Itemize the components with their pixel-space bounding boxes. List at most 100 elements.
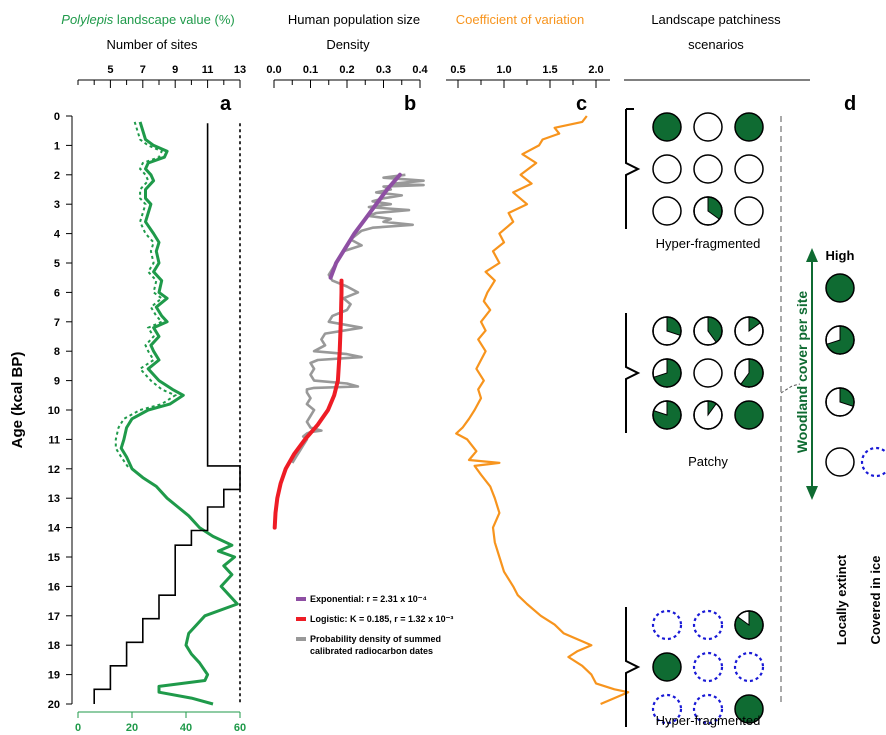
panel-a-top-tick-label: 11 [202, 64, 214, 76]
scenario-caption: Patchy [688, 454, 728, 469]
panel-d-title-line2: scenarios [688, 37, 744, 52]
scale-ice-circle [860, 446, 886, 478]
scenario-site [693, 112, 723, 142]
full-woodland-circle [734, 112, 764, 142]
y-axis-label: Age (kcal BP) [9, 352, 26, 449]
site-circle-outline [652, 316, 682, 346]
scale-level-circle [825, 325, 855, 355]
scenario-site [651, 609, 683, 641]
site-circle-outline [825, 387, 855, 417]
panel-b-title: Human population size [288, 12, 420, 27]
scenario-site [652, 316, 682, 346]
panel-a-top-tick-label: 9 [172, 64, 178, 76]
site-circle-outline [652, 400, 682, 430]
panel-a-top-tick-label: 5 [107, 64, 113, 76]
scenario-site [693, 154, 723, 184]
ice-circle [692, 651, 724, 683]
panel-c-label: c [576, 93, 587, 115]
site-circle [734, 154, 764, 184]
y-tick-label: 3 [54, 199, 60, 211]
legend-density-label: Probability density of summed calibrated … [310, 634, 441, 656]
site-circle-outline [734, 358, 764, 388]
site-circle-outline [693, 316, 723, 346]
scenario-site [652, 400, 682, 430]
site-circle [693, 112, 723, 142]
scale-arrow-up-head [806, 248, 818, 262]
panel-b-top-tick-label: 0.2 [339, 64, 354, 76]
y-tick-label: 18 [48, 640, 60, 652]
scenario-caption: Hyper-fragmented [656, 236, 761, 251]
scenario-group: Patchy [625, 313, 764, 469]
y-tick-label: 12 [48, 464, 60, 476]
scenario-bracket [625, 313, 641, 433]
scenario-site [693, 400, 723, 430]
site-circle-outline [825, 325, 855, 355]
y-tick-label: 16 [48, 581, 60, 593]
scenario-group: Hyper-fragmented [625, 108, 764, 251]
number-of-sites-line [93, 123, 241, 704]
scenario-site [692, 651, 724, 683]
scenario-site [693, 316, 723, 346]
full-woodland-circle [734, 400, 764, 430]
panel-c-top-tick-label: 2.0 [588, 64, 603, 76]
panel-b-top-tick-label: 0.4 [412, 64, 428, 76]
panel-d-label: d [844, 93, 856, 115]
scenario-site [693, 358, 723, 388]
logistic-fit-line [272, 278, 344, 530]
y-tick-label: 15 [48, 552, 60, 564]
site-circle-outline [734, 610, 764, 640]
ice-circle [733, 651, 765, 683]
density-line [291, 173, 425, 464]
panel-a-label: a [220, 93, 232, 115]
panel-a-top-tick-label: 13 [234, 64, 246, 76]
panel-a-top-axis-label: Number of sites [106, 37, 198, 52]
panel-c-title: Coefficient of variation [456, 12, 584, 27]
full-woodland-circle [652, 652, 682, 682]
panel-d-title-line1: Landscape patchiness [651, 12, 781, 27]
y-tick-label: 19 [48, 670, 60, 682]
covered-in-ice-label: Covered in ice [868, 556, 883, 645]
scenario-caption: Hyper-fragmented [656, 713, 761, 728]
scenario-site [734, 154, 764, 184]
panel-b-top-tick-label: 0.0 [266, 64, 281, 76]
panel-b-top-axis-label: Density [326, 37, 370, 52]
y-tick-label: 2 [54, 170, 60, 182]
full-woodland-circle [825, 273, 855, 303]
site-circle-outline [693, 196, 723, 226]
scenario-site [733, 651, 765, 683]
panel-a-bottom-tick-label: 60 [234, 722, 246, 734]
scenario-site [652, 358, 682, 388]
y-tick-label: 6 [54, 287, 60, 299]
scenario-site [734, 316, 764, 346]
legend-exponential-label: Exponential: r = 2.31 x 10⁻⁴ [310, 594, 427, 604]
scenario-site [734, 610, 764, 640]
scale-high-label: High [826, 248, 855, 263]
y-tick-label: 20 [48, 699, 60, 711]
scenario-site [692, 609, 724, 641]
scenario-site [693, 196, 723, 226]
scenario-site [734, 358, 764, 388]
panel-c-top-tick-label: 1.5 [542, 64, 557, 76]
panel-c-top-tick-label: 1.0 [496, 64, 511, 76]
y-tick-label: 7 [54, 317, 60, 329]
series [93, 115, 630, 706]
scenario-site [651, 693, 683, 725]
panel-b-label: b [404, 93, 416, 115]
y-tick-label: 1 [54, 140, 60, 152]
y-tick-label: 11 [48, 434, 60, 446]
scenario-site [692, 693, 724, 725]
panel-a-top-tick-label: 7 [140, 64, 146, 76]
panel-a-title-rest: landscape value (%) [113, 12, 234, 27]
scenario-site [734, 196, 764, 226]
site-circle [652, 196, 682, 226]
scenario-bracket [625, 109, 641, 229]
legend-density-label-line2: calibrated radiocarbon dates [310, 646, 433, 656]
site-circle-outline [693, 400, 723, 430]
panel-d-scenarios: Hyper-fragmented Patchy Hyper-fragmented Hi… [624, 79, 886, 728]
scenario-bracket [625, 607, 641, 727]
panel-a-title: Polylepis landscape value (%) [61, 12, 234, 27]
scenario-group: Hyper-fragmented [625, 607, 765, 728]
scale-axis-label: Woodland cover per site [794, 291, 810, 454]
scale-arrow-down-head [806, 486, 818, 500]
